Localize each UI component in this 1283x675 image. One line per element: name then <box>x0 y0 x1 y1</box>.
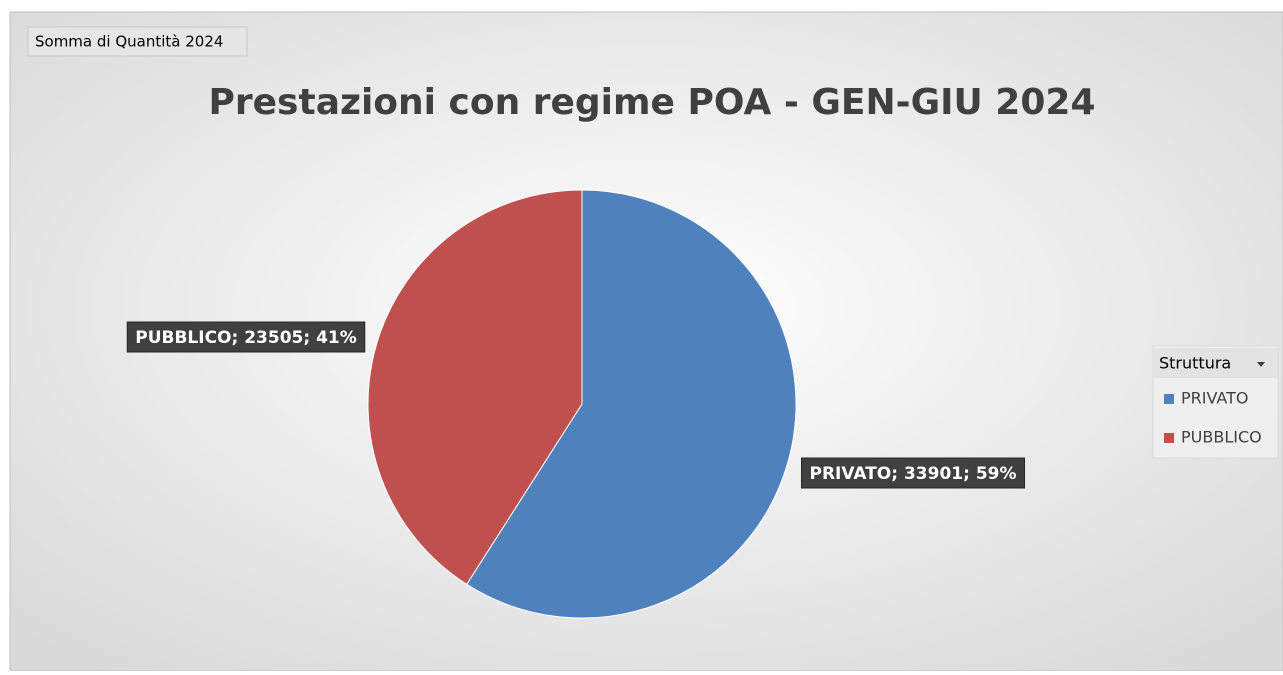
data-label: PUBBLICO; 23505; 41% <box>135 328 357 348</box>
pie-slice <box>466 189 797 619</box>
data-label: PRIVATO; 33901; 59% <box>809 464 1016 484</box>
legend-title: Struttura <box>1159 354 1231 373</box>
legend-swatch <box>1164 394 1174 404</box>
legend-swatch <box>1164 433 1174 443</box>
field-button-label: Somma di Quantità 2024 <box>35 33 223 51</box>
data-labels: PRIVATO; 33901; 59% PUBBLICO; 23505; 41% <box>126 321 1026 489</box>
legend-items: PRIVATO PUBBLICO <box>1164 389 1262 447</box>
legend-header[interactable] <box>1153 348 1278 378</box>
legend-label: PUBBLICO <box>1181 428 1262 447</box>
pie <box>367 189 797 619</box>
pie-slice <box>367 189 583 585</box>
legend-label: PRIVATO <box>1181 389 1248 408</box>
data-label-box <box>126 321 366 353</box>
data-label-box <box>800 457 1026 489</box>
chart-title: Prestazioni con regime POA - GEN-GIU 202… <box>209 82 1096 123</box>
dropdown-arrow[interactable] <box>1257 362 1265 367</box>
field-button[interactable] <box>27 26 248 57</box>
